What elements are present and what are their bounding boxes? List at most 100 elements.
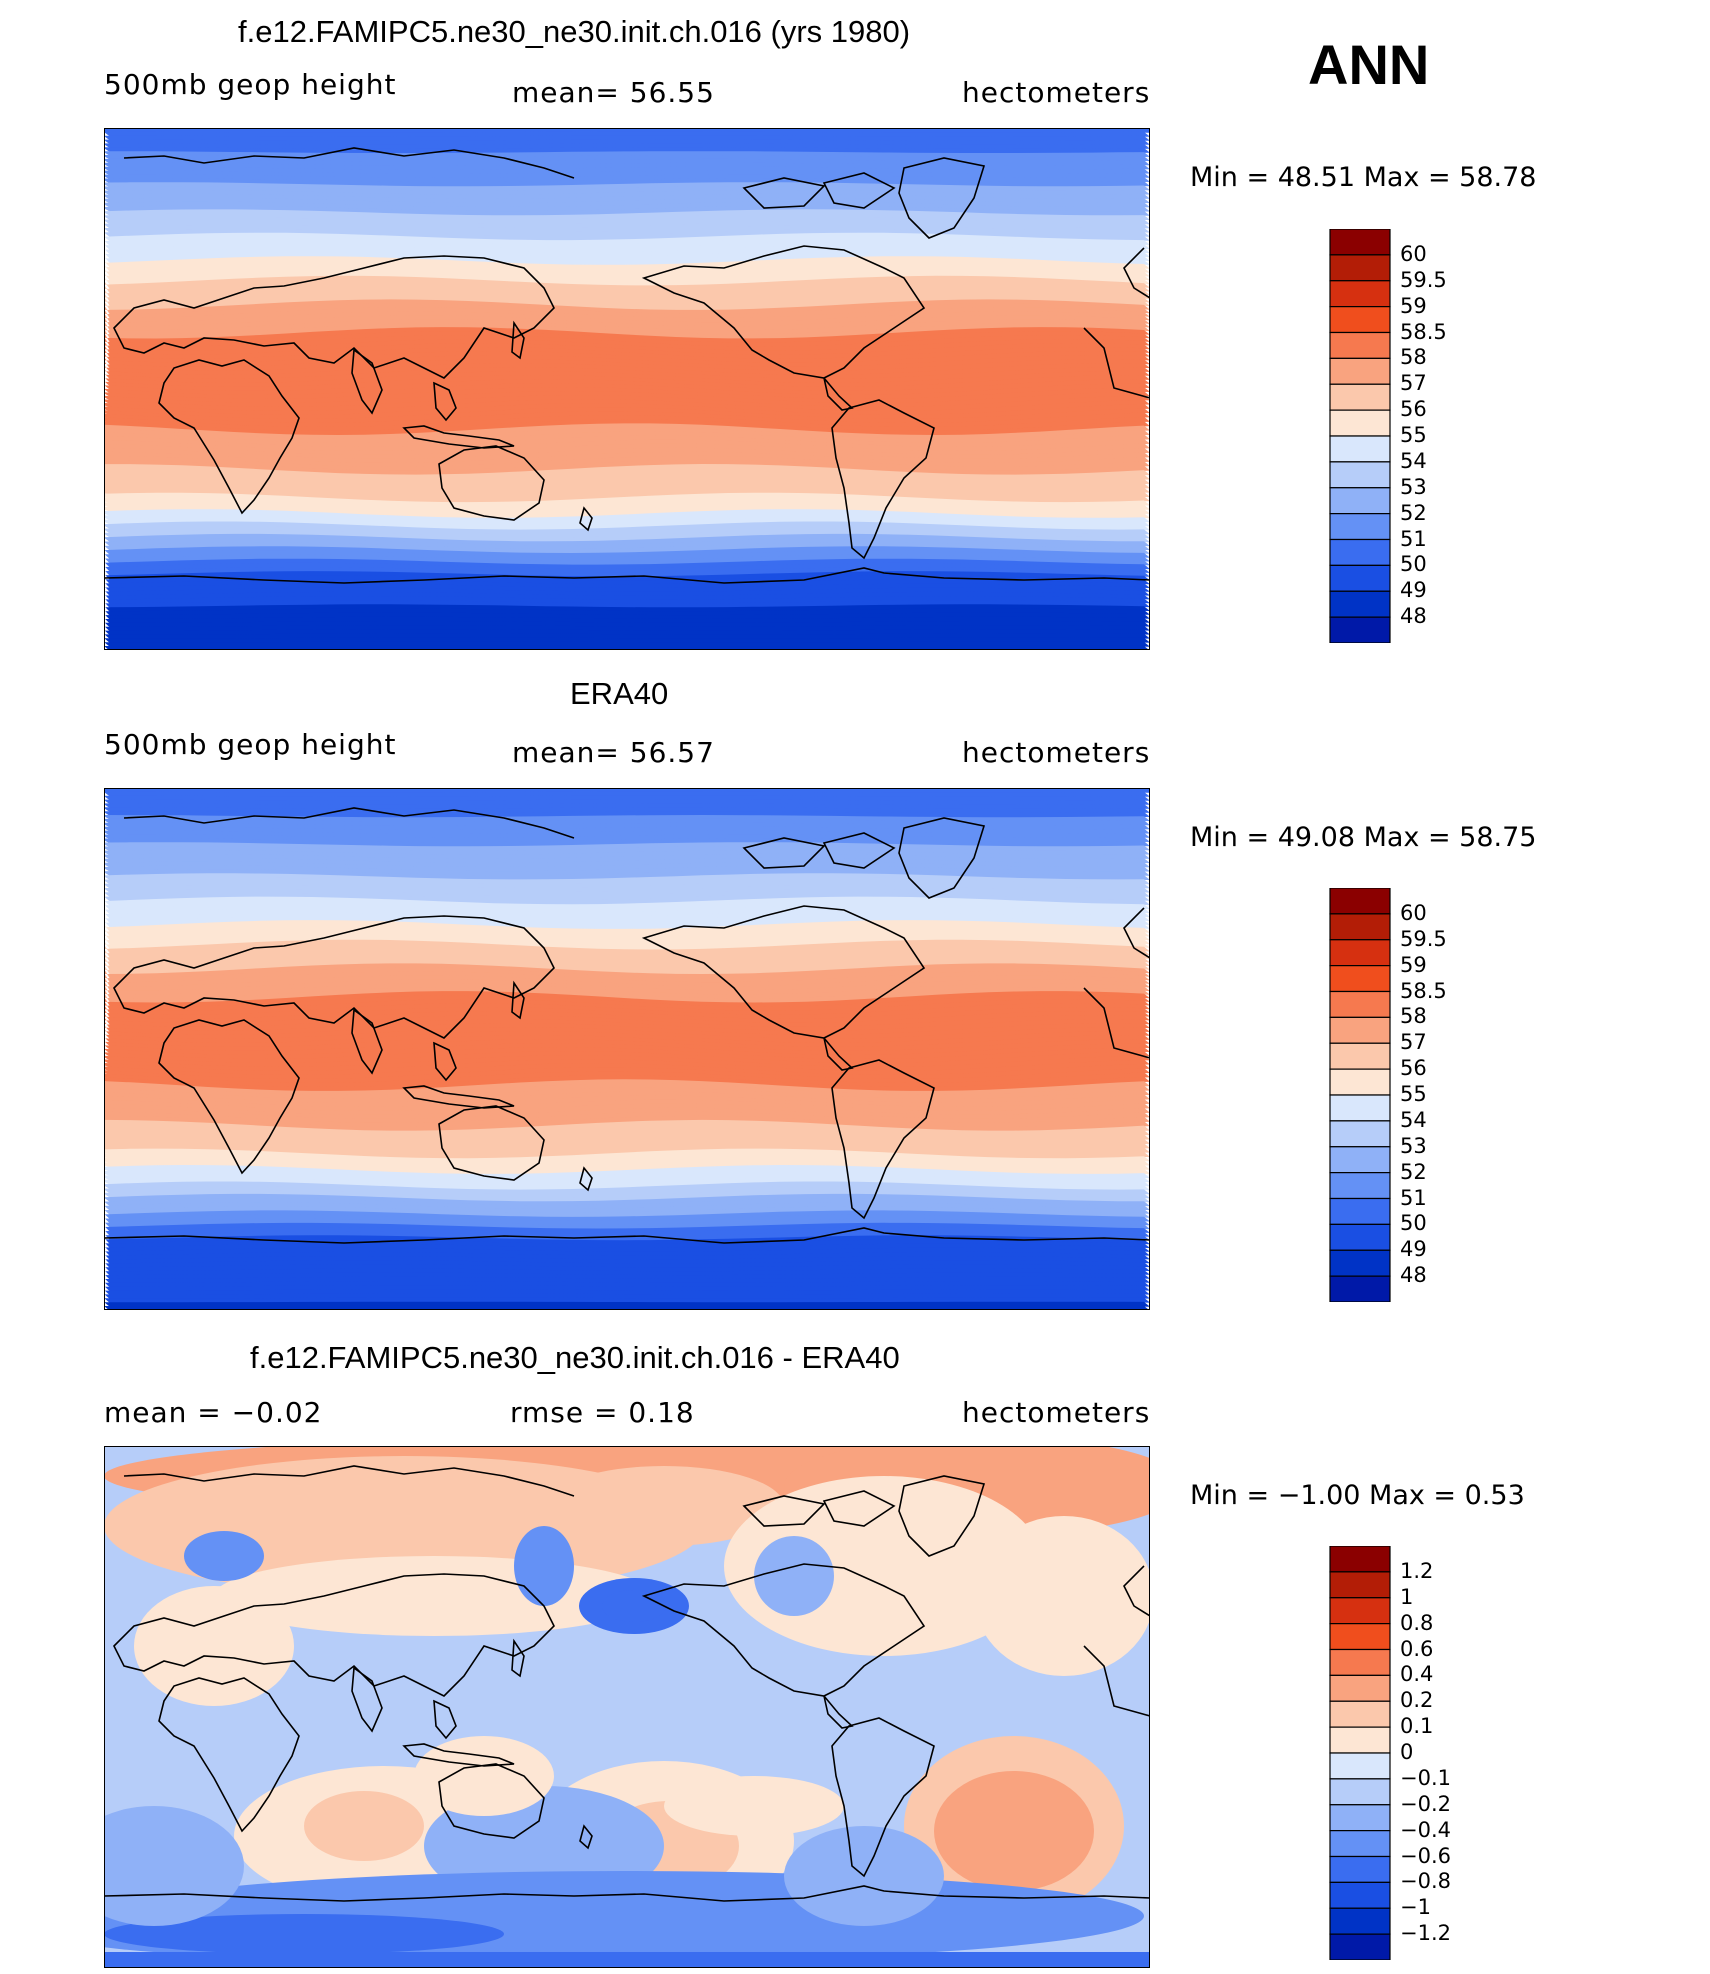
panel2-contour-band	[104, 1140, 1150, 1156]
panel1-colorbar-box	[1329, 435, 1391, 463]
panel1-contour-band	[104, 260, 1150, 274]
panel1-contour-band	[104, 224, 1150, 237]
panel3-colorbar-box	[1329, 1648, 1391, 1676]
panel2-contour-band	[104, 1251, 1150, 1261]
panel2-contour-band	[104, 803, 1150, 810]
panel2-contour-band	[104, 1169, 1150, 1183]
panel1-contour-band	[104, 403, 1150, 420]
panel1-coastlines	[104, 147, 1150, 584]
panel2-colorbar-label: 53	[1400, 1133, 1427, 1158]
panel2-colorbar-label: 48	[1400, 1263, 1427, 1288]
panel3-colorbar-label: −0.8	[1400, 1869, 1451, 1894]
panel3-coastline	[1123, 1565, 1150, 1617]
panel1-contour-band	[104, 546, 1150, 558]
panel1-colorbar-box	[1329, 357, 1391, 385]
panel2-contour-band	[104, 1071, 1150, 1088]
panel3-colorbar-label: −1	[1400, 1895, 1431, 1920]
panel3-coastline	[1083, 1645, 1150, 1717]
panel1-contour-band	[104, 513, 1150, 527]
panel3-units-label: hectometers	[962, 1396, 1151, 1429]
panel1-contour-band	[104, 538, 1150, 550]
panel2-contour-band	[104, 1165, 1150, 1179]
panel1-contour-band	[104, 240, 1150, 254]
panel3-anomaly-region	[134, 1586, 294, 1706]
panel2-coastline	[898, 817, 986, 899]
panel3-coastline	[158, 1677, 300, 1833]
panel1-title: f.e12.FAMIPC5.ne30_ne30.init.ch.016 (yrs…	[238, 14, 911, 49]
panel1-contour-band	[104, 411, 1150, 428]
panel3-anomaly-region	[104, 1914, 504, 1954]
panel2-colorbar-box	[1329, 888, 1391, 915]
panel1-contour-band	[104, 248, 1150, 262]
panel2-colorbar-label: 51	[1400, 1185, 1427, 1210]
panel3-colorbar-box	[1329, 1907, 1391, 1935]
panel1-contour-band	[104, 439, 1150, 456]
panel1-contour-band	[104, 343, 1150, 360]
panel1-contour-band	[104, 295, 1150, 311]
panel1-colorbar-box	[1329, 254, 1391, 282]
panel2-contour-band	[104, 1031, 1150, 1048]
panel3-anomaly-region	[934, 1771, 1094, 1891]
panel2-contour-band	[104, 983, 1150, 1000]
panel1-contour-band	[104, 533, 1150, 547]
panel2-contour-band	[104, 884, 1150, 897]
panel2-coastline	[823, 1037, 854, 1071]
panel2-mean-label: mean= 56.57	[512, 736, 715, 769]
panel3-coastline	[104, 1885, 1150, 1902]
panel2-contour-band	[104, 1260, 1150, 1269]
panel3-colorbar-label: −0.2	[1400, 1791, 1451, 1816]
panel1-min-max: Min = 48.51 Max = 58.78	[1190, 162, 1537, 193]
panel2-contour-band	[104, 1055, 1150, 1072]
panel1-contour-band	[104, 287, 1150, 303]
panel1-contour-band	[104, 228, 1150, 241]
panel3-colorbar-box	[1329, 1752, 1391, 1780]
panel1-contour-band	[104, 323, 1150, 340]
panel1-contour-band	[104, 205, 1150, 216]
panel2-contour-band	[104, 1218, 1150, 1230]
panel3-colorbar-label: −0.1	[1400, 1765, 1451, 1790]
panel1-contour-band	[104, 505, 1150, 519]
panel1-contour-band	[104, 299, 1150, 315]
panel1-coastline	[158, 359, 300, 515]
panel2-contour-band	[104, 1214, 1150, 1226]
panel1-coastline	[433, 381, 457, 422]
panel2-contour-band	[104, 927, 1150, 942]
panel1-contour-band	[104, 158, 1150, 167]
panel3-colorbar-label: 0.4	[1400, 1662, 1434, 1687]
panel3-coastline	[823, 1695, 854, 1729]
panel2-contour-band	[104, 1301, 1150, 1307]
panel1-contour-band	[104, 217, 1150, 229]
panel2-contour-band	[104, 1047, 1150, 1064]
panel2-contour-band	[104, 1059, 1150, 1076]
panel2-contour-band	[104, 1235, 1150, 1245]
panel3-colorbar-label: 1.2	[1400, 1558, 1434, 1583]
panel2-contour-band	[104, 1173, 1150, 1187]
panel2-contour-band	[104, 1007, 1150, 1024]
panel2-contour-band	[104, 881, 1150, 893]
panel1-contour-band	[104, 209, 1150, 221]
panel1-contour-band	[104, 554, 1150, 566]
panel2-contour-band	[104, 838, 1150, 847]
panel3-anomaly-region	[414, 1736, 554, 1816]
panel1-contour-band	[104, 186, 1150, 196]
season-label: ANN	[1308, 33, 1430, 96]
panel1-coastline	[1123, 247, 1150, 299]
panel2-contour-band	[104, 1148, 1150, 1163]
panel2-coastline	[1123, 907, 1150, 959]
panel2-contour-band	[104, 1023, 1150, 1040]
panel2-coastline	[579, 1166, 593, 1192]
panel3-coastline	[113, 1573, 555, 1697]
panel1-contour-band	[104, 359, 1150, 376]
panel3-coastline	[831, 1717, 935, 1878]
panel3-anomaly-region	[754, 1536, 834, 1616]
panel2-coastlines	[104, 807, 1150, 1244]
panel1-contour-band	[104, 583, 1150, 593]
panel2-coastline	[104, 1227, 1150, 1244]
panel2-contour-band	[104, 1063, 1150, 1080]
panel2-colorbar-box	[1329, 1223, 1391, 1251]
panel2-colorbar-label: 55	[1400, 1082, 1427, 1106]
panel2-colorbar-label: 49	[1400, 1237, 1427, 1262]
panel2-contour-band	[104, 900, 1150, 914]
panel2-contour-band	[104, 912, 1150, 926]
panel2-colorbar-label: 60	[1400, 900, 1427, 925]
